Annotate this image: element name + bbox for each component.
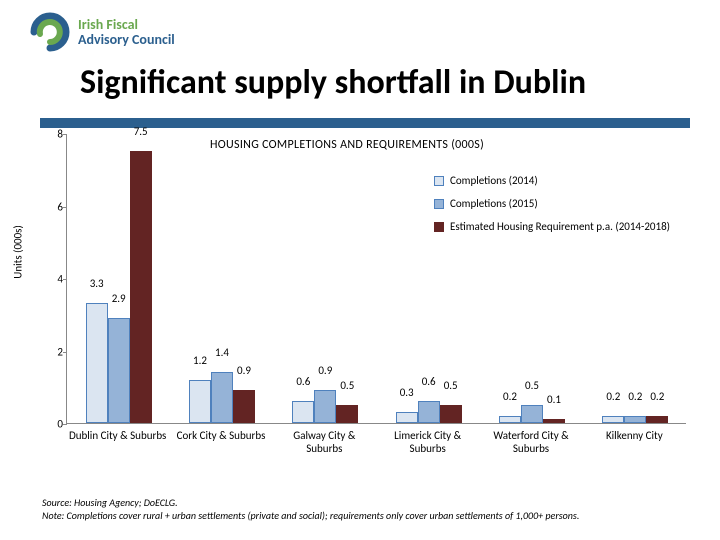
x-axis-label: Waterford City & Suburbs bbox=[481, 430, 581, 455]
note-label: Note: bbox=[42, 509, 64, 522]
bar-value-label: 0.6 bbox=[422, 375, 436, 388]
legend-label: Completions (2014) bbox=[450, 174, 538, 187]
bar bbox=[396, 412, 418, 423]
housing-chart: HOUSING COMPLETIONS AND REQUIREMENTS (00… bbox=[40, 134, 690, 464]
bar bbox=[130, 151, 152, 423]
org-name-line2: Advisory Council bbox=[78, 32, 175, 47]
bar-value-label: 0.2 bbox=[606, 390, 620, 403]
chart-legend: Completions (2014) Completions (2015) Esti… bbox=[434, 174, 670, 243]
bar bbox=[108, 318, 130, 423]
y-tick: 8 bbox=[45, 128, 63, 141]
bar bbox=[440, 405, 462, 423]
legend-swatch-icon bbox=[434, 176, 444, 186]
bar-value-label: 0.2 bbox=[628, 390, 642, 403]
bar bbox=[646, 416, 668, 423]
bar-value-label: 0.5 bbox=[525, 379, 539, 392]
slide-title: Significant supply shortfall in Dublin bbox=[80, 62, 680, 103]
org-name: Irish Fiscal Advisory Council bbox=[78, 17, 175, 48]
bar bbox=[543, 419, 565, 423]
logo-mark-icon bbox=[30, 12, 70, 52]
source-text: Housing Agency; DoECLG. bbox=[72, 496, 178, 509]
org-name-line1: Irish Fiscal bbox=[78, 17, 175, 32]
bar bbox=[314, 390, 336, 423]
y-tick-mark bbox=[63, 424, 67, 425]
bar bbox=[292, 401, 314, 423]
bar bbox=[336, 405, 358, 423]
y-axis-label: Units (000s) bbox=[12, 225, 25, 279]
legend-label: Estimated Housing Requirement p.a. (2014… bbox=[450, 220, 670, 233]
x-axis-label: Cork City & Suburbs bbox=[171, 430, 271, 443]
bar-value-label: 0.2 bbox=[503, 390, 517, 403]
bar bbox=[499, 416, 521, 423]
x-axis-label: Kilkenny City bbox=[584, 430, 684, 443]
legend-item: Completions (2014) bbox=[434, 174, 670, 187]
bar-value-label: 0.1 bbox=[547, 393, 561, 406]
x-axis-label: Galway City & Suburbs bbox=[274, 430, 374, 455]
bar bbox=[211, 372, 233, 423]
bar-group: 0.6 0.9 0.5 bbox=[274, 134, 377, 423]
bar-value-label: 0.3 bbox=[400, 386, 414, 399]
y-tick: 2 bbox=[45, 345, 63, 358]
legend-label: Completions (2015) bbox=[450, 197, 538, 210]
x-axis-label: Limerick City & Suburbs bbox=[378, 430, 478, 455]
source-label: Source: bbox=[42, 496, 72, 509]
bar bbox=[624, 416, 646, 423]
bar-value-label: 0.2 bbox=[650, 390, 664, 403]
org-logo-block: Irish Fiscal Advisory Council bbox=[30, 12, 175, 52]
footnote: Source: Housing Agency; DoECLG. Note: Co… bbox=[42, 496, 579, 522]
legend-item: Estimated Housing Requirement p.a. (2014… bbox=[434, 220, 670, 233]
bar-value-label: 0.9 bbox=[237, 364, 251, 377]
bar bbox=[418, 401, 440, 423]
bar-group: 3.32.97.5 bbox=[67, 134, 170, 423]
x-axis-label: Dublin City & Suburbs bbox=[68, 430, 168, 443]
bar-value-label: 7.5 bbox=[134, 125, 148, 138]
legend-item: Completions (2015) bbox=[434, 197, 670, 210]
bar-value-label: 1.4 bbox=[215, 346, 229, 359]
bar-group: 1.2 1.4 0.9 bbox=[170, 134, 273, 423]
bar-value-label: 0.6 bbox=[296, 375, 310, 388]
bar bbox=[233, 390, 255, 423]
bar-value-label: 0.5 bbox=[340, 379, 354, 392]
bar-value-label: 0.9 bbox=[318, 364, 332, 377]
bar-value-label: 0.5 bbox=[444, 379, 458, 392]
bar bbox=[521, 405, 543, 423]
note-text: Completions cover rural + urban settleme… bbox=[64, 509, 579, 522]
bar-value-label: 1.2 bbox=[193, 354, 207, 367]
y-tick: 4 bbox=[45, 273, 63, 286]
bar-value-label: 2.9 bbox=[112, 292, 126, 305]
legend-swatch-icon bbox=[434, 222, 444, 232]
bar-value-label: 3.3 bbox=[90, 277, 104, 290]
bar bbox=[602, 416, 624, 423]
y-tick: 0 bbox=[45, 418, 63, 431]
y-tick: 6 bbox=[45, 200, 63, 213]
bar bbox=[189, 380, 211, 424]
bar bbox=[86, 303, 108, 423]
legend-swatch-icon bbox=[434, 199, 444, 209]
